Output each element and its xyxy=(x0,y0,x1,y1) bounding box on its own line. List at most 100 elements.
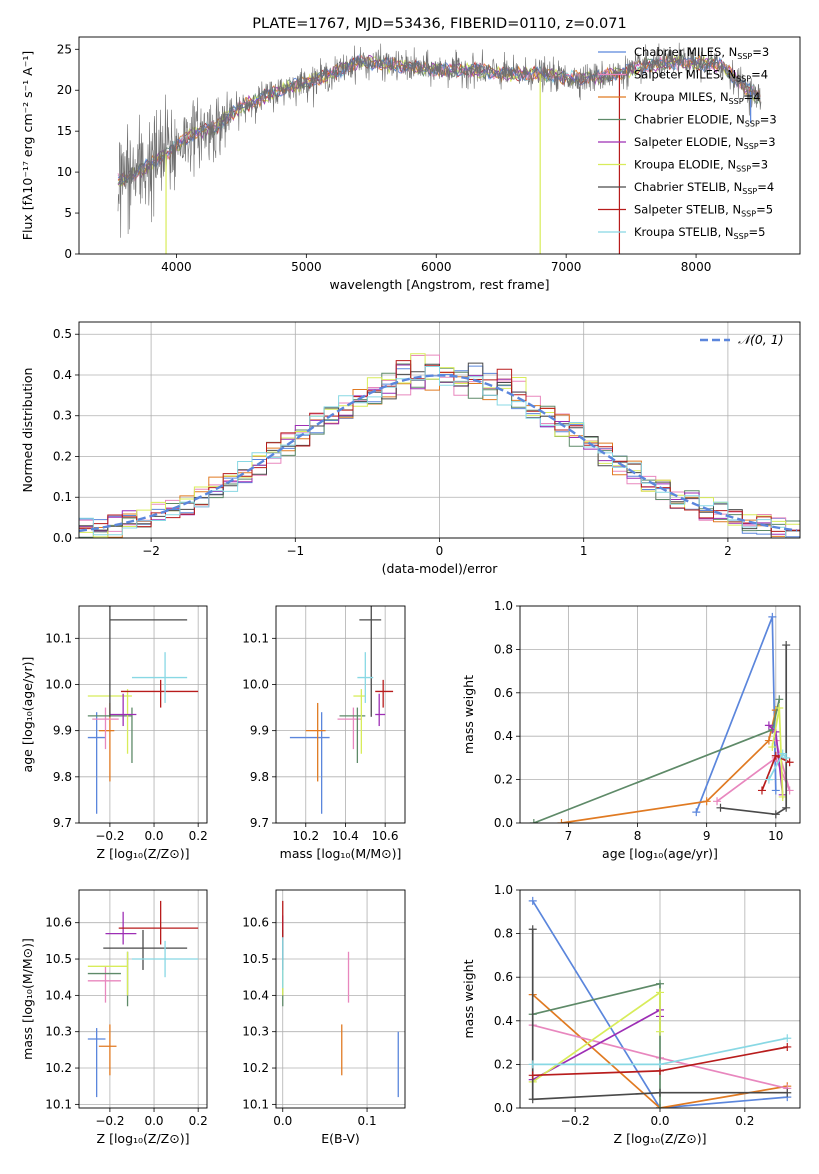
plot-area xyxy=(79,353,800,538)
y-tick-label: 9.9 xyxy=(53,724,72,738)
y-tick-label: 0.3 xyxy=(53,409,72,423)
y-tick-label: 15 xyxy=(57,124,72,138)
y-tick-label: 10.1 xyxy=(45,1097,72,1111)
x-tick-label: 8 xyxy=(634,829,642,843)
mass-vs-ebv-panel: 0.0 0.1 10.1 10.2 10.3 10.4 10.5 10.6 E(B-V) xyxy=(242,889,406,1146)
y-tick-label: 10.3 xyxy=(242,1025,269,1039)
y-tick-label: 1.0 xyxy=(494,599,513,613)
y-tick-label: 0.5 xyxy=(53,327,72,341)
y-tick-label: 9.7 xyxy=(53,816,72,830)
y-tick-label: 0.8 xyxy=(494,927,513,941)
y-axis-label: Flux [fλ10⁻¹⁷ erg cm⁻² s⁻¹ A⁻¹] xyxy=(20,51,35,240)
x-tick-label: −0.2 xyxy=(95,1114,124,1128)
weight-series-line xyxy=(532,982,661,1108)
y-tick-label: 10.6 xyxy=(45,916,72,930)
legend-label: Chabrier MILES, NSSP=3 xyxy=(634,45,769,61)
weight-series-line xyxy=(531,929,788,1101)
age-vs-metallicity-panel: −0.2 0.0 0.2 9.7 9.8 9.9 10.0 10.1 Z [log₁₀(Z/Z⊙… xyxy=(20,605,208,861)
x-axis-label: wavelength [Angstrom, rest frame] xyxy=(329,277,549,292)
y-tick-label: 10.3 xyxy=(45,1025,72,1039)
observed-spectrum-line xyxy=(117,42,762,238)
weight-point-marker xyxy=(528,896,537,905)
x-tick-label: 0.2 xyxy=(735,1114,754,1128)
y-tick-label: 20 xyxy=(57,83,72,97)
weight-point-marker xyxy=(764,736,773,745)
x-axis-label: Z [log₁₀(Z/Z⊙)] xyxy=(97,846,190,861)
weight-point-marker xyxy=(775,695,784,704)
x-tick-label: 0.1 xyxy=(358,1114,377,1128)
x-tick-label: 0 xyxy=(436,544,444,558)
weight-point-marker xyxy=(757,786,766,795)
weight-point-marker xyxy=(656,1060,664,1069)
y-tick-label: 10.4 xyxy=(45,988,72,1002)
weight-point-marker xyxy=(783,1088,792,1097)
y-tick-label: 0.2 xyxy=(53,449,72,463)
y-tick-label: 1.0 xyxy=(494,883,513,897)
x-tick-label: −0.2 xyxy=(95,829,124,843)
x-axis-label: E(B-V) xyxy=(321,1131,360,1146)
weight-point-marker xyxy=(702,797,711,806)
weight-series-line xyxy=(716,740,791,802)
plot-area xyxy=(282,900,399,1098)
plot-frame xyxy=(519,889,801,1109)
weight-series-line xyxy=(695,616,777,813)
y-tick-label: 10 xyxy=(57,165,72,179)
weight-point-marker xyxy=(782,803,791,812)
chart-title: PLATE=1767, MJD=53436, FIBERID=0110, z=0… xyxy=(252,16,626,32)
y-axis-label: mass [log₁₀(M/M⊙)] xyxy=(20,938,35,1060)
weight-point-marker xyxy=(771,810,780,819)
x-axis-label: age [log₁₀(age/yr)] xyxy=(602,846,718,861)
legend-label: Kroupa ELODIE, NSSP=3 xyxy=(634,158,768,174)
weight-point-marker xyxy=(771,786,780,795)
plot-frame xyxy=(275,605,406,824)
histogram-series xyxy=(79,366,800,538)
y-tick-label: 10.6 xyxy=(242,916,269,930)
y-tick-label: 0.4 xyxy=(53,368,72,382)
plot-frame xyxy=(78,36,801,255)
x-tick-label: 6000 xyxy=(421,260,452,274)
weight-point-marker xyxy=(713,797,722,806)
y-tick-label: 0.6 xyxy=(494,970,513,984)
weight-vs-metallicity-panel: −0.2 0.0 0.2 0.0 0.2 0.4 0.6 0.8 1.0 Z [log₁₀(Z/Z… xyxy=(461,883,801,1146)
legend-label: Chabrier ELODIE, NSSP=3 xyxy=(634,113,777,129)
weight-series-line xyxy=(533,699,781,823)
y-tick-label: 0.8 xyxy=(494,642,513,656)
weight-point-marker xyxy=(782,641,791,650)
y-tick-label: 9.9 xyxy=(250,724,269,738)
legend-label: Kroupa STELIB, NSSP=5 xyxy=(634,225,765,241)
weight-point-marker xyxy=(778,749,787,758)
x-tick-label: 2 xyxy=(724,544,732,558)
y-tick-label: 10.1 xyxy=(242,631,269,645)
x-tick-label: 0.0 xyxy=(273,1114,292,1128)
weight-point-marker xyxy=(656,979,664,988)
spectrum-panel: 4000 5000 6000 7000 8000 0 5 10 15 20 25 wavelength… xyxy=(20,16,801,292)
y-tick-label: 10.0 xyxy=(45,677,72,691)
weight-point-marker xyxy=(528,1095,537,1104)
x-tick-label: 0.2 xyxy=(189,829,208,843)
x-axis-label: Z [log₁₀(Z/Z⊙)] xyxy=(614,1131,707,1146)
y-axis-label: age [log₁₀(age/yr)] xyxy=(20,657,35,773)
gaussian-reference-curve xyxy=(79,374,798,533)
age-vs-mass-panel: 10.2 10.4 10.6 9.7 9.8 9.9 10.0 10.1 mass [log₁₀… xyxy=(242,605,406,861)
weight-point-marker xyxy=(656,988,664,997)
x-axis-label: (data-model)/error xyxy=(382,561,499,576)
x-tick-label: 10.4 xyxy=(332,829,359,843)
x-tick-label: 10.6 xyxy=(372,829,399,843)
x-tick-label: 10 xyxy=(768,829,783,843)
y-tick-label: 10.2 xyxy=(242,1061,269,1075)
y-tick-label: 0.1 xyxy=(53,490,72,504)
y-axis-label: mass weight xyxy=(461,675,476,754)
x-tick-label: 0.0 xyxy=(650,1114,669,1128)
weight-point-marker xyxy=(783,1034,792,1043)
plot-frame xyxy=(275,889,406,1109)
y-tick-label: 0.0 xyxy=(53,531,72,545)
plot-frame xyxy=(519,605,801,824)
y-tick-label: 9.8 xyxy=(250,770,269,784)
plot-area xyxy=(528,896,792,1108)
x-tick-label: 7000 xyxy=(551,260,582,274)
x-tick-label: 0.0 xyxy=(144,1114,163,1128)
plot-frame xyxy=(78,605,208,824)
x-tick-label: 0.2 xyxy=(189,1114,208,1128)
weight-series-line xyxy=(720,645,788,816)
